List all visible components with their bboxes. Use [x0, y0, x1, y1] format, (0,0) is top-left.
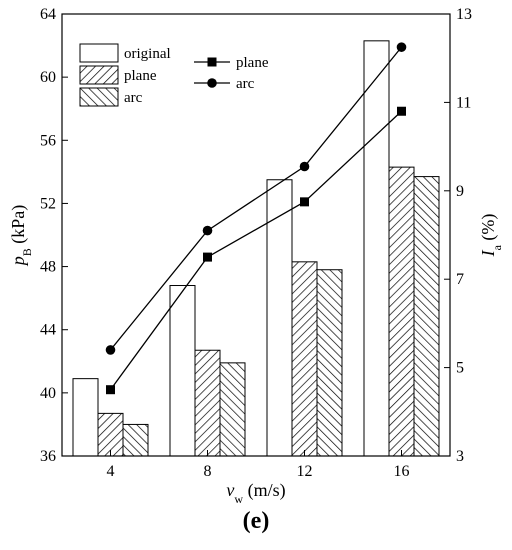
x-axis-title: vw (m/s): [226, 480, 285, 506]
bar-plane-12: [291, 261, 318, 457]
legend: original plane arc plane arc: [79, 43, 269, 107]
line-plane: [109, 110, 402, 391]
bar-plane-4: [97, 412, 124, 457]
y-right-tick-label: 7: [456, 271, 464, 288]
point-arc-16: [396, 42, 407, 52]
y-left-tick-label: 48: [40, 259, 56, 276]
x-tick-label: 16: [394, 463, 410, 480]
axis-titles: vw (m/s) pB (kPa) Ia (%): [8, 205, 504, 506]
line-arc: [109, 46, 403, 351]
axis-title-main: p: [8, 256, 28, 267]
bar-original-4: [72, 378, 99, 457]
figure-label: (e): [242, 508, 270, 534]
x-tick-label: 4: [107, 463, 115, 480]
legend-label-line-plane: plane: [236, 55, 269, 71]
line-group: [105, 42, 407, 395]
x-tick-label: 12: [297, 463, 313, 480]
bar-plane-16: [388, 166, 415, 457]
point-arc-4: [105, 345, 116, 355]
legend-marker-plane: [207, 57, 217, 67]
axis-title-main: I: [478, 249, 498, 257]
legend-marker-arc: [207, 78, 217, 88]
bar-original-12: [266, 179, 293, 457]
point-arc-12: [299, 161, 310, 172]
bar-plane-8: [194, 349, 221, 457]
legend-swatch-plane: [79, 65, 119, 85]
point-plane-4: [106, 385, 115, 395]
y-left-tick-label: 36: [40, 448, 56, 465]
legend-label-line-arc: arc: [236, 76, 255, 92]
bar-arc-12: [316, 269, 343, 457]
axis-title-unit: (m/s): [243, 480, 286, 501]
y-right-tick-label: 9: [456, 183, 464, 200]
axis-title-unit: (kPa): [8, 205, 29, 249]
axis-title-main: v: [226, 480, 234, 500]
legend-label-original: original: [124, 46, 171, 62]
legend-label-plane: plane: [124, 68, 157, 84]
bar-original-16: [363, 40, 390, 457]
point-plane-16: [397, 106, 406, 116]
y-left-axis-title: pB (kPa): [8, 205, 34, 268]
y-right-tick-label: 5: [456, 360, 464, 377]
legend-swatch-arc: [79, 87, 119, 107]
point-plane-8: [203, 252, 212, 262]
y-right-tick-label: 13: [456, 6, 472, 23]
y-left-tick-label: 44: [40, 322, 56, 339]
bar-original-8: [169, 285, 196, 457]
y-left-tick-label: 60: [40, 69, 56, 86]
x-tick-label: 8: [204, 463, 212, 480]
point-plane-12: [300, 197, 309, 207]
bar-group: [72, 40, 440, 457]
y-right-tick-label: 11: [456, 94, 471, 111]
y-right-axis-title: Ia (%): [478, 214, 504, 258]
bar-arc-4: [122, 423, 149, 457]
axis-title-unit: (%): [478, 214, 499, 245]
bar-arc-16: [413, 176, 440, 457]
point-arc-8: [202, 225, 213, 236]
axis-title-sub: w: [234, 492, 243, 506]
y-left-tick-label: 64: [40, 6, 56, 23]
y-left-tick-label: 52: [40, 195, 56, 212]
legend-label-arc: arc: [124, 90, 143, 106]
legend-swatch-original: [79, 43, 119, 63]
bar-arc-8: [219, 362, 246, 457]
plot-frame: [61, 13, 451, 457]
axis-title-sub: a: [490, 244, 504, 250]
axis-title-sub: B: [20, 248, 34, 256]
y-left-tick-label: 56: [40, 132, 56, 149]
y-left-tick-label: 40: [40, 385, 56, 402]
y-right-tick-label: 3: [456, 448, 464, 465]
